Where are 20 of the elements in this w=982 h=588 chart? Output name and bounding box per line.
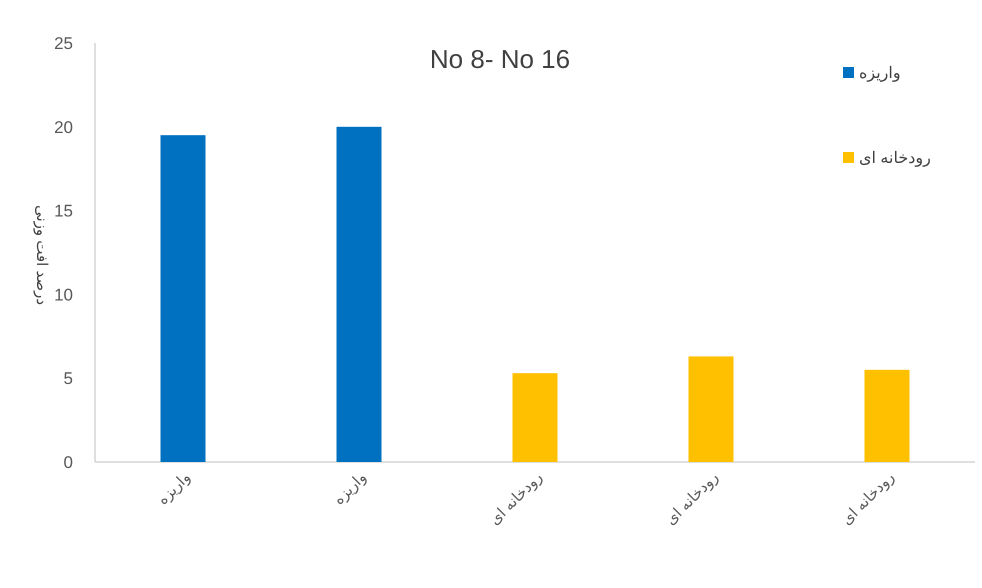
bar [688,356,734,462]
chart-title: No 8- No 16 [430,44,570,74]
x-tick-label: رودخانه ای [662,468,722,528]
y-tick-label: 10 [54,285,73,304]
y-tick-label: 5 [64,369,73,388]
y-tick-label: 25 [54,34,73,53]
bar [160,135,206,462]
y-tick-label: 0 [64,453,73,472]
x-tick-label: واریزه [154,468,194,508]
x-tick-label: واریزه [330,468,370,508]
bar [512,373,558,462]
bar [864,370,910,462]
legend-label: واریزه [859,65,901,82]
y-tick-label: 20 [54,118,73,137]
y-tick-label: 15 [54,202,73,221]
x-tick-label: رودخانه ای [486,468,546,528]
bar [336,126,382,462]
legend-label: رودخانه ای [859,150,931,167]
x-tick-label: رودخانه ای [838,468,898,528]
y-axis-title: درصد افت وزنی [33,204,50,306]
